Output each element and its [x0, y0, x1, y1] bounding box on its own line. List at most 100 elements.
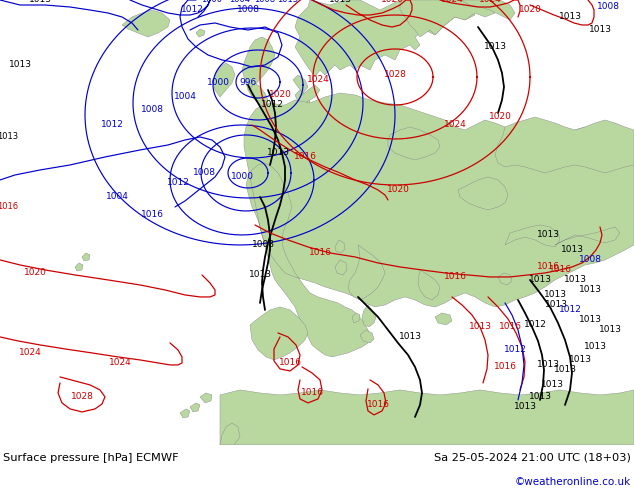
Text: 1013: 1013	[564, 275, 586, 285]
Polygon shape	[244, 93, 634, 357]
Text: 1000: 1000	[207, 78, 230, 88]
Text: 1013: 1013	[529, 275, 552, 285]
Polygon shape	[250, 307, 308, 360]
Text: 1016: 1016	[444, 272, 467, 281]
Text: 1024: 1024	[307, 75, 330, 84]
Polygon shape	[220, 390, 634, 445]
Text: 1004: 1004	[230, 0, 250, 4]
Text: 1012: 1012	[167, 178, 190, 188]
Text: 1016: 1016	[309, 248, 332, 257]
Polygon shape	[180, 409, 190, 418]
Polygon shape	[75, 263, 83, 271]
Text: 1016: 1016	[294, 152, 316, 162]
Text: 1013: 1013	[266, 148, 290, 157]
Polygon shape	[220, 423, 240, 445]
Text: 1028: 1028	[384, 71, 406, 79]
Text: 1020: 1020	[380, 0, 403, 4]
Text: 1013: 1013	[0, 132, 18, 142]
Polygon shape	[418, 270, 440, 300]
Text: 1008: 1008	[597, 2, 619, 11]
Text: 1013: 1013	[514, 402, 536, 412]
Text: 1016: 1016	[278, 358, 302, 368]
Polygon shape	[460, 0, 515, 20]
Text: 1012: 1012	[181, 5, 204, 15]
Text: 1013: 1013	[541, 380, 564, 390]
Text: 1024: 1024	[479, 0, 501, 4]
Text: 1020: 1020	[489, 113, 512, 122]
Text: 1008: 1008	[252, 241, 275, 249]
Text: 1013: 1013	[578, 286, 602, 294]
Text: 1012: 1012	[524, 320, 547, 329]
Polygon shape	[352, 313, 360, 323]
Text: 1013: 1013	[536, 230, 559, 240]
Polygon shape	[248, 83, 268, 107]
Text: 1013: 1013	[545, 300, 567, 310]
Text: 1020: 1020	[23, 269, 46, 277]
Polygon shape	[348, 245, 385, 300]
Polygon shape	[360, 330, 374, 343]
Polygon shape	[295, 0, 475, 77]
Text: 1013: 1013	[598, 325, 621, 335]
Text: 1020: 1020	[387, 186, 410, 195]
Text: 1013: 1013	[588, 25, 612, 34]
Text: 1016: 1016	[141, 211, 164, 220]
Text: 1013: 1013	[543, 291, 567, 299]
Text: 1024: 1024	[444, 121, 467, 129]
Text: 1013: 1013	[399, 332, 422, 342]
Text: 1016: 1016	[548, 266, 571, 274]
Text: 1013: 1013	[529, 392, 552, 401]
Text: 1013: 1013	[249, 270, 271, 279]
Polygon shape	[295, 85, 320, 107]
Text: 1013: 1013	[569, 355, 592, 365]
Text: 1020: 1020	[519, 5, 541, 15]
Text: 1013: 1013	[559, 13, 581, 22]
Text: Sa 25-05-2024 21:00 UTC (18+03): Sa 25-05-2024 21:00 UTC (18+03)	[434, 453, 631, 463]
Text: 1008: 1008	[193, 169, 216, 177]
Polygon shape	[200, 393, 212, 403]
Text: 1016: 1016	[301, 389, 323, 397]
Text: 1013: 1013	[553, 366, 576, 374]
Polygon shape	[458, 177, 508, 210]
Text: 1012: 1012	[559, 305, 581, 315]
Text: 1000: 1000	[231, 172, 254, 181]
Text: 1008: 1008	[141, 105, 164, 115]
Text: 1012: 1012	[503, 345, 526, 354]
Text: 1016: 1016	[498, 322, 522, 331]
Polygon shape	[293, 75, 308, 93]
Polygon shape	[213, 63, 235, 97]
Text: ©weatheronline.co.uk: ©weatheronline.co.uk	[515, 477, 631, 487]
Polygon shape	[295, 90, 310, 107]
Text: 1004: 1004	[174, 93, 197, 101]
Polygon shape	[495, 117, 634, 173]
Polygon shape	[242, 37, 275, 90]
Text: 1013: 1013	[536, 361, 559, 369]
Text: 1016: 1016	[493, 363, 517, 371]
Text: 1013: 1013	[560, 245, 583, 254]
Polygon shape	[362, 305, 376, 327]
Text: 1013: 1013	[328, 0, 351, 4]
Polygon shape	[435, 313, 452, 325]
Text: 1013: 1013	[578, 316, 602, 324]
Polygon shape	[122, 10, 170, 37]
Text: 1008: 1008	[236, 5, 259, 15]
Text: 1020: 1020	[269, 91, 292, 99]
Text: 1016: 1016	[366, 400, 389, 410]
Text: 1024: 1024	[441, 0, 463, 4]
Text: 1024: 1024	[108, 358, 131, 368]
Text: 1013: 1013	[484, 43, 507, 51]
Text: 1008: 1008	[578, 255, 602, 265]
Text: Surface pressure [hPa] ECMWF: Surface pressure [hPa] ECMWF	[3, 453, 179, 463]
Text: 1004: 1004	[106, 193, 129, 201]
Polygon shape	[555, 227, 620, 245]
Polygon shape	[498, 273, 512, 285]
Polygon shape	[400, 0, 495, 37]
Polygon shape	[505, 225, 560, 247]
Text: 1012: 1012	[101, 121, 124, 129]
Text: 1016: 1016	[0, 202, 18, 212]
Text: 1013: 1013	[29, 0, 51, 4]
Polygon shape	[335, 240, 345, 253]
Text: 1013: 1013	[278, 0, 299, 4]
Text: 1028: 1028	[70, 392, 93, 401]
Polygon shape	[82, 253, 90, 261]
Polygon shape	[335, 260, 347, 275]
